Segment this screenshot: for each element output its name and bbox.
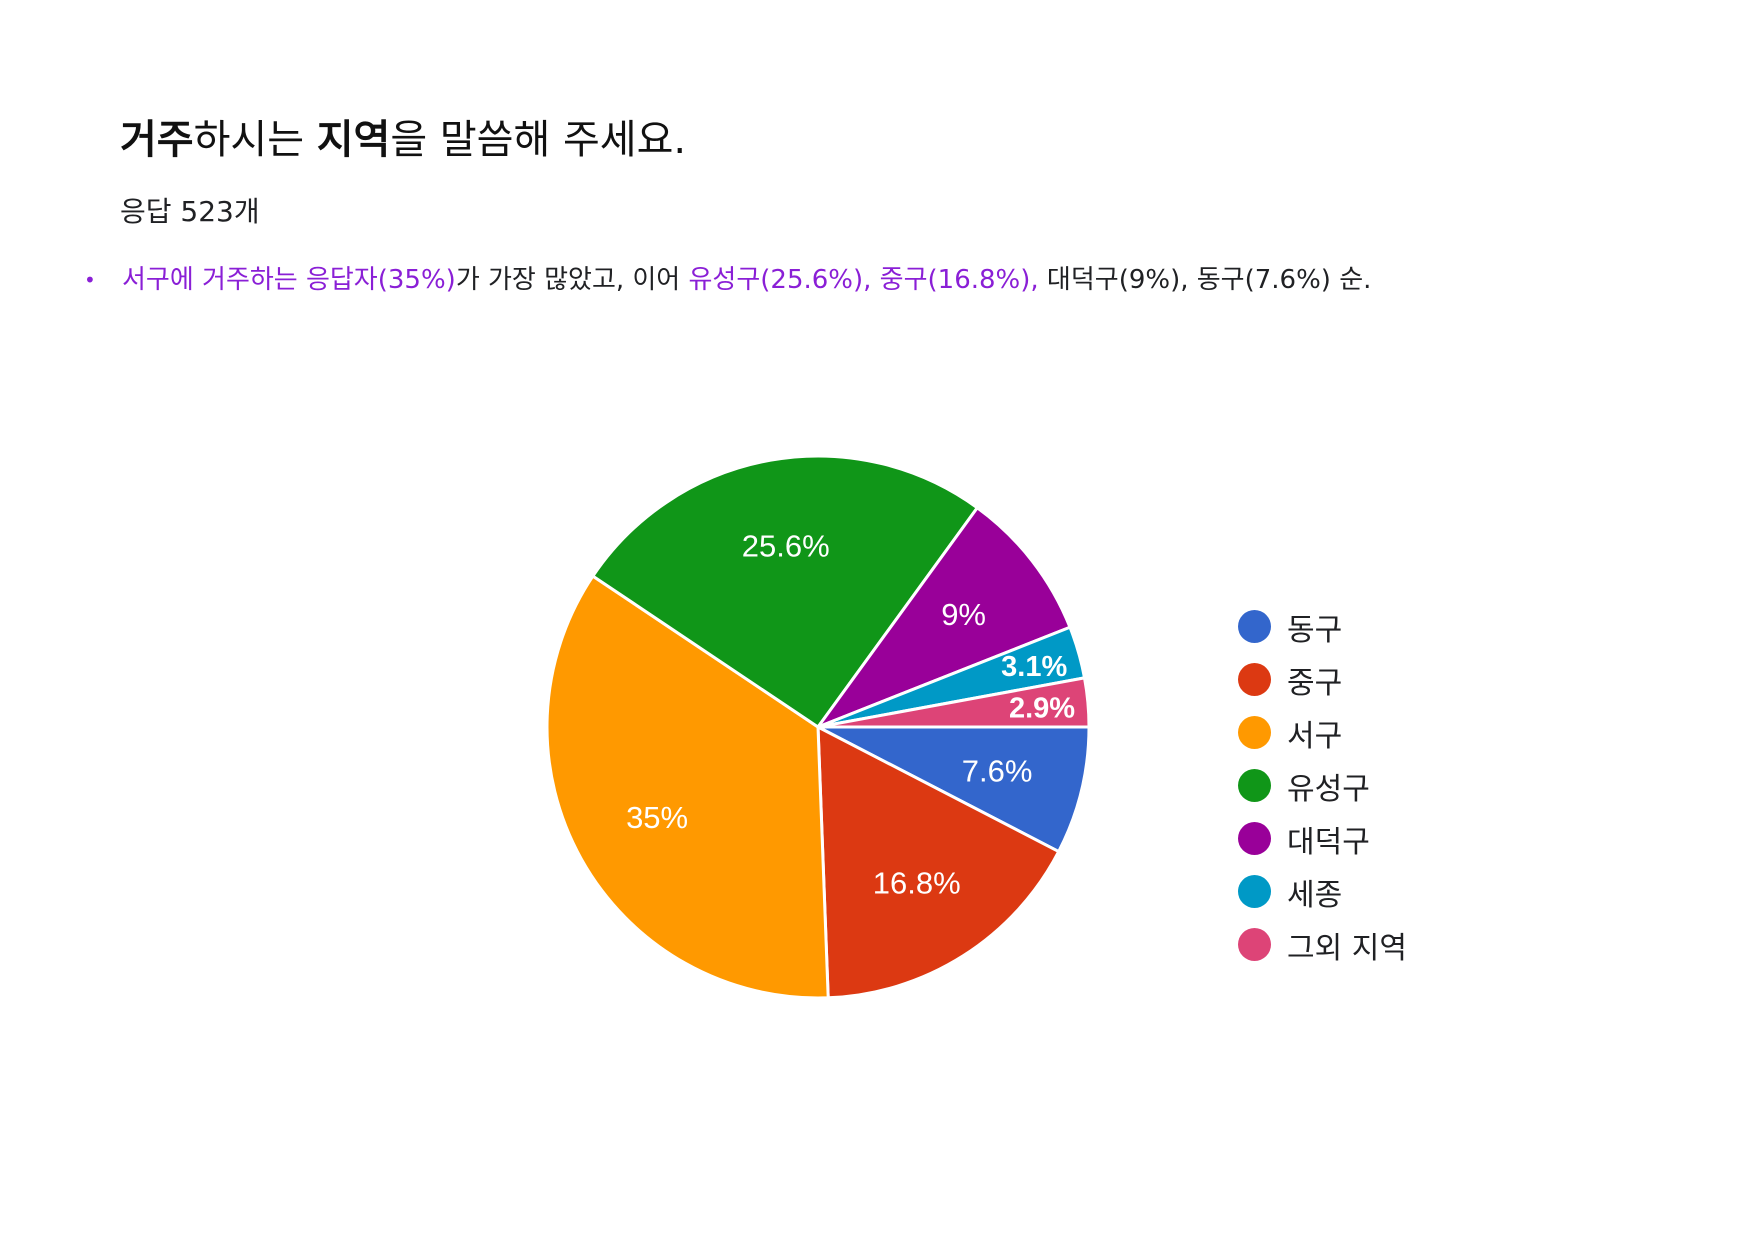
bullet-icon: • [84, 268, 96, 292]
pie-slice-3[interactable] [545, 574, 830, 1000]
legend-label: 대덕구 [1287, 824, 1370, 860]
title-text-1: 하시는 [193, 117, 317, 163]
legend-item-4[interactable]: 유성구 [1238, 759, 1407, 812]
legend-label: 그외 지역 [1287, 930, 1407, 966]
legend-label: 중구 [1287, 665, 1343, 701]
legend-dot-icon [1238, 875, 1271, 908]
slice-label-1: 7.6% [962, 754, 1033, 789]
response-count: 응답 523개 [120, 195, 260, 228]
legend-dot-icon [1238, 928, 1271, 961]
question-title: 거주하시는 지역을 말씀해 주세요. [120, 112, 686, 168]
legend-item-7[interactable]: 그외 지역 [1238, 918, 1407, 971]
summary-highlight-1: 서구에 거주하는 응답자(35%) [122, 265, 456, 295]
slice-label-2: 16.8% [873, 866, 961, 901]
legend-item-5[interactable]: 대덕구 [1238, 812, 1407, 865]
legend-dot-icon [1238, 663, 1271, 696]
title-text-2: 을 말씀해 주세요. [390, 117, 687, 163]
summary-text-2: 대덕구(9%), 동구(7.6%) 순. [1038, 265, 1372, 295]
summary-text-1: 가 가장 많았고, 이어 [455, 265, 689, 295]
title-bold-residence: 거주 [120, 117, 194, 163]
slice-label-3: 35% [626, 800, 688, 835]
legend-item-6[interactable]: 세종 [1238, 865, 1407, 918]
slice-label-5: 9% [941, 597, 986, 632]
legend-label: 유성구 [1287, 771, 1370, 807]
legend-label: 세종 [1287, 877, 1343, 913]
legend-dot-icon [1238, 610, 1271, 643]
legend-dot-icon [1238, 822, 1271, 855]
title-bold-region: 지역 [316, 117, 391, 163]
summary-highlight-2: 유성구(25.6%), 중구(16.8%), [688, 265, 1039, 295]
legend-label: 동구 [1287, 612, 1343, 648]
pie-slice-5[interactable] [816, 506, 1072, 729]
slice-label-4: 25.6% [742, 529, 830, 564]
legend-item-3[interactable]: 서구 [1238, 706, 1407, 759]
slice-label-6: 3.1% [1001, 651, 1067, 683]
pie-slice-1[interactable] [816, 725, 1091, 854]
legend-item-1[interactable]: 동구 [1238, 600, 1407, 653]
summary-line: • 서구에 거주하는 응답자(35%)가 가장 많았고, 이어 유성구(25.6%… [84, 260, 1371, 300]
legend-dot-icon [1238, 769, 1271, 802]
pie-slice-2[interactable] [816, 725, 1061, 1000]
pie-slice-4[interactable] [591, 454, 979, 729]
slice-label-7: 2.9% [1009, 693, 1075, 725]
legend-dot-icon [1238, 716, 1271, 749]
legend-label: 서구 [1287, 718, 1343, 754]
pie-slice-7[interactable] [816, 676, 1091, 729]
legend-item-2[interactable]: 중구 [1238, 653, 1407, 706]
